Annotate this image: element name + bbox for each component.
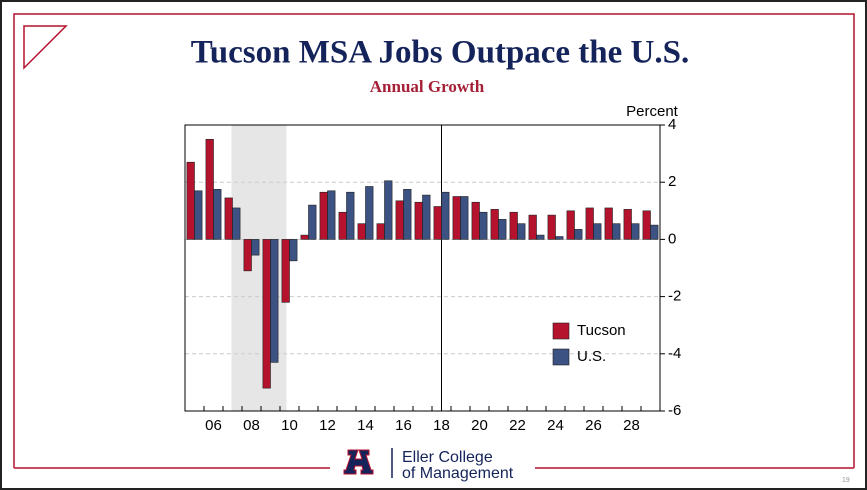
y-tick-label: 4 [668, 116, 676, 133]
logo-a [343, 449, 374, 475]
bar [574, 229, 583, 240]
x-tick-label: 22 [509, 417, 526, 434]
x-tick-label: 24 [547, 417, 564, 434]
bar [441, 191, 450, 240]
bar [593, 223, 602, 240]
bar [224, 197, 233, 240]
logo-text: of Management [402, 465, 514, 482]
bar [357, 223, 366, 240]
x-tick-label: 08 [243, 417, 260, 434]
bar [460, 196, 469, 240]
plot-frame [184, 124, 661, 412]
x-tick-label: 10 [281, 417, 298, 434]
x-tick-label: 16 [395, 417, 412, 434]
bar [422, 194, 431, 240]
bar [262, 239, 271, 389]
chart-subtitle: Annual Growth [370, 77, 485, 96]
x-tick-label: 28 [623, 417, 640, 434]
bar [623, 209, 632, 240]
bar [604, 207, 613, 240]
bar [395, 200, 404, 240]
red-frame [13, 13, 855, 468]
bar [536, 234, 545, 240]
x-tick-label: 18 [433, 417, 450, 434]
x-tick-label: 06 [205, 417, 222, 434]
bar [346, 191, 355, 240]
x-tick-label: 26 [585, 417, 602, 434]
x-tick-label: 12 [319, 417, 336, 434]
bar [384, 180, 393, 240]
y-tick-label: -6 [668, 402, 681, 419]
legend-swatch [552, 348, 570, 366]
bar [232, 207, 241, 240]
bar [612, 223, 621, 240]
bar [642, 210, 651, 240]
bar [471, 201, 480, 240]
bar [498, 219, 507, 240]
legend-label: U.S. [577, 348, 606, 365]
bar [300, 234, 309, 240]
y-tick-label: 0 [668, 230, 676, 247]
bar [338, 211, 347, 240]
bar [631, 223, 640, 240]
bar [509, 211, 518, 240]
bar [528, 214, 537, 240]
bar [186, 161, 195, 240]
bar [566, 210, 575, 240]
bar [555, 236, 564, 240]
bar [281, 239, 290, 303]
bar [289, 239, 298, 262]
legend-swatch [552, 322, 570, 340]
x-tick-label: 20 [471, 417, 488, 434]
bar [403, 189, 412, 240]
bar [452, 196, 461, 240]
bar [479, 211, 488, 240]
bar [365, 186, 374, 240]
bar [251, 239, 260, 256]
bar [308, 204, 317, 240]
bar [650, 224, 659, 240]
logo-text: Eller College [402, 449, 493, 466]
bar [490, 209, 499, 240]
bar [376, 223, 385, 240]
bar [213, 189, 222, 240]
bar [319, 191, 328, 240]
bar [517, 223, 526, 240]
x-tick-label: 14 [357, 417, 374, 434]
y-tick-label: 2 [668, 173, 676, 190]
bar [205, 139, 214, 240]
bar [243, 239, 252, 272]
legend-label: Tucson [577, 322, 626, 339]
corner-triangle [23, 25, 68, 70]
bar [270, 239, 279, 363]
y-axis-label: Percent [626, 103, 679, 120]
bar [433, 206, 442, 240]
bar [585, 207, 594, 240]
bar [327, 190, 336, 240]
chart-title: Tucson MSA Jobs Outpace the U.S. [191, 35, 689, 71]
y-tick-label: -2 [668, 288, 681, 305]
logo: Eller College of Management [343, 448, 514, 482]
page-number: 19 [842, 477, 850, 484]
bar [547, 214, 556, 240]
bar [414, 201, 423, 240]
bar [194, 190, 203, 240]
y-tick-label: -4 [668, 345, 681, 362]
